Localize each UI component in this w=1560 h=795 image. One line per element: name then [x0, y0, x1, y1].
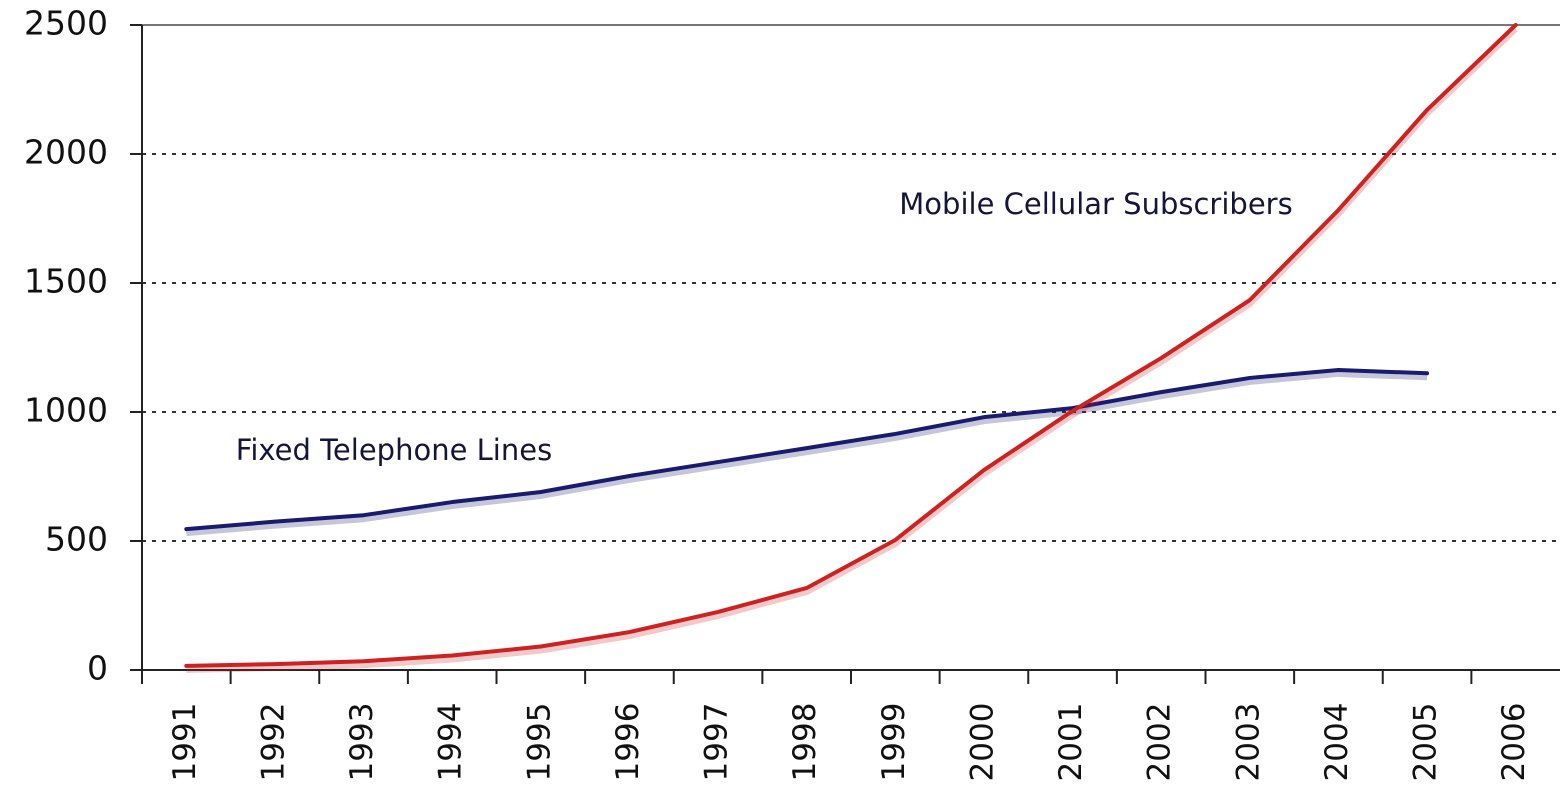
x-tick-label: 1995 — [521, 703, 557, 782]
series-annotation: Mobile Cellular Subscribers — [899, 187, 1292, 221]
x-tick-label: 1991 — [167, 703, 203, 782]
y-tick-label: 1000 — [24, 391, 108, 430]
series-annotation: Fixed Telephone Lines — [236, 433, 552, 467]
x-tick-label: 1998 — [787, 703, 823, 782]
series-shadow — [186, 370, 1428, 537]
series-shadow — [186, 26, 1518, 673]
y-tick-label: 0 — [87, 649, 108, 688]
x-tick-label: 2005 — [1408, 703, 1444, 782]
y-tick-label: 500 — [45, 520, 108, 559]
x-tick-label: 2006 — [1496, 703, 1532, 782]
y-tick-label: 2000 — [24, 133, 108, 172]
x-tick-label: 1999 — [876, 703, 912, 782]
x-tick-label: 2000 — [964, 703, 1000, 782]
series-line — [184, 23, 1518, 668]
x-tick-label: 1992 — [255, 703, 291, 782]
x-tick-label: 1996 — [610, 703, 646, 782]
x-tick-label: 1993 — [344, 703, 380, 782]
y-tick-label: 1500 — [24, 262, 108, 301]
series-line — [184, 367, 1430, 532]
x-tick-label: 2003 — [1230, 703, 1266, 782]
x-tick-label: 2004 — [1319, 703, 1355, 782]
x-tick-label: 1994 — [433, 703, 469, 782]
x-tick-label: 1997 — [699, 703, 735, 782]
x-tick-label: 2002 — [1142, 703, 1178, 782]
x-tick-label: 2001 — [1053, 703, 1089, 782]
y-tick-label: 2500 — [24, 4, 108, 43]
